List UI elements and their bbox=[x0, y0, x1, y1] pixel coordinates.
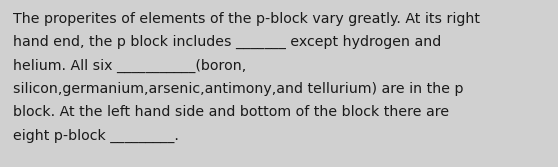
Text: helium. All six ___________(boron,: helium. All six ___________(boron, bbox=[13, 59, 246, 73]
Text: block. At the left hand side and bottom of the block there are: block. At the left hand side and bottom … bbox=[13, 105, 449, 119]
Text: hand end, the p block includes _______ except hydrogen and: hand end, the p block includes _______ e… bbox=[13, 35, 441, 49]
Text: eight p-block _________.: eight p-block _________. bbox=[13, 128, 179, 143]
Text: silicon,germanium,arsenic,antimony,and tellurium) are in the p: silicon,germanium,arsenic,antimony,and t… bbox=[13, 82, 464, 96]
Text: The properites of elements of the p-block vary greatly. At its right: The properites of elements of the p-bloc… bbox=[13, 12, 480, 26]
